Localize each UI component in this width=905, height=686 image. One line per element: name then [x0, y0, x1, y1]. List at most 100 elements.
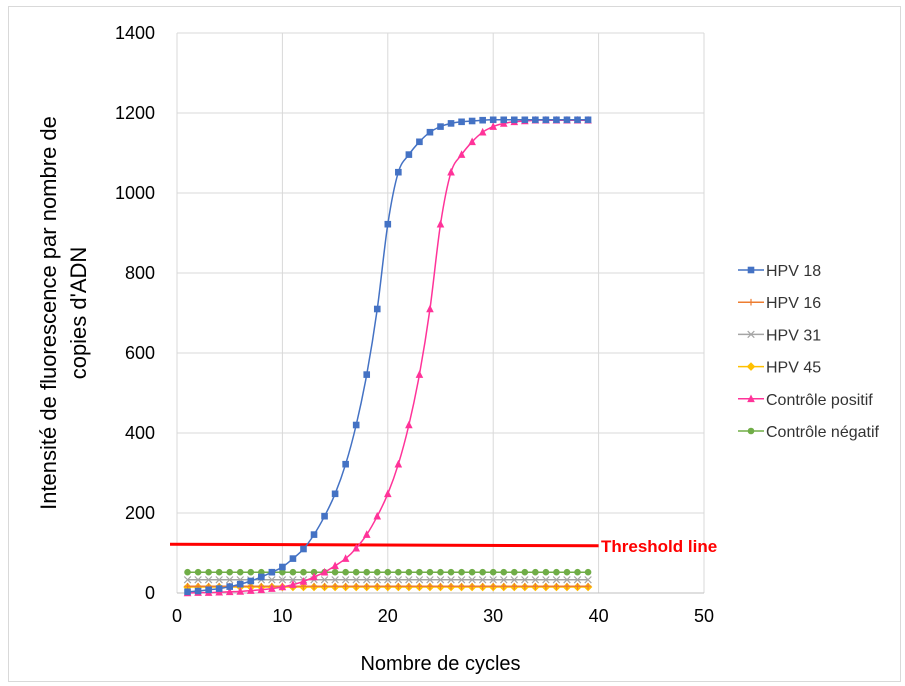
data-point [416, 582, 423, 590]
data-point [352, 543, 360, 552]
data-point [310, 568, 318, 576]
data-point [584, 568, 592, 576]
data-point [584, 116, 592, 124]
data-point [457, 576, 466, 584]
data-point [215, 576, 223, 584]
data-point [236, 580, 244, 588]
data-point [395, 582, 402, 590]
data-point [415, 576, 424, 584]
series-hpv-18 [184, 116, 592, 596]
data-point [247, 577, 255, 585]
data-point [416, 138, 423, 146]
data-point [352, 421, 360, 429]
data-point [278, 576, 287, 584]
data-point [447, 120, 455, 127]
chart-frame [8, 6, 901, 682]
legend: HPV 18 HPV 16 HPV 31 HPV 45 Contrôle positif… [738, 263, 880, 441]
data-point [331, 561, 339, 570]
data-point [521, 116, 529, 124]
data-point [278, 582, 287, 591]
data-point [500, 582, 508, 590]
data-point [310, 582, 318, 590]
data-point [225, 576, 234, 584]
data-point [395, 168, 402, 176]
x-tick-label: 50 [694, 606, 714, 626]
data-point [331, 490, 339, 498]
data-point [405, 420, 413, 429]
data-point [457, 150, 466, 158]
data-point [542, 576, 550, 584]
data-point [479, 568, 486, 576]
y-tick-label: 400 [125, 423, 155, 443]
legend-label: HPV 16 [766, 295, 821, 312]
tick-labels: 0 200 400 600 800 1000 1200 1400 0 10 20 30 40 50 [115, 23, 714, 626]
data-point [521, 576, 529, 584]
data-point [331, 568, 339, 576]
data-point [194, 576, 202, 584]
data-point [258, 573, 265, 581]
data-point [500, 568, 508, 576]
data-point [236, 568, 244, 576]
legend-marker [747, 298, 755, 306]
data-point [373, 305, 381, 313]
threshold-label: Threshold line [601, 537, 717, 556]
data-point [247, 568, 255, 576]
data-point [341, 554, 350, 562]
data-point [532, 568, 539, 576]
data-point [373, 511, 382, 520]
data-point [279, 563, 286, 571]
x-axis-label: Nombre de cycles [360, 653, 520, 675]
data-point [584, 576, 592, 584]
data-point [362, 530, 371, 538]
data-point [447, 576, 455, 584]
legend-item: HPV 45 [738, 360, 821, 377]
x-tick-label: 40 [589, 606, 609, 626]
data-point [363, 568, 371, 576]
threshold-layer: Threshold line [169, 537, 717, 556]
data-point [205, 568, 212, 576]
data-point [489, 116, 497, 124]
data-point [510, 576, 519, 584]
data-point [268, 584, 276, 592]
data-point [226, 568, 233, 576]
legend-marker [747, 394, 755, 403]
grid-lines [176, 32, 705, 594]
data-point [552, 576, 561, 584]
data-point [447, 582, 455, 590]
legend-label: Contrôle positif [766, 392, 873, 409]
data-point [331, 576, 339, 584]
legend-label: HPV 18 [766, 263, 821, 280]
y-tick-label: 1400 [115, 23, 155, 43]
data-point [300, 545, 307, 553]
data-point [426, 128, 434, 136]
data-point [300, 568, 307, 576]
data-point [510, 568, 518, 576]
data-point [563, 576, 571, 584]
data-point [321, 582, 328, 590]
data-point [415, 370, 424, 378]
data-point [510, 582, 518, 590]
data-point [489, 568, 497, 576]
data-point [416, 568, 423, 576]
data-point [194, 587, 202, 595]
data-point [436, 576, 445, 584]
data-point [553, 568, 560, 576]
y-axis-label: Intensité de fluorescence par nombre de … [36, 116, 91, 510]
data-point [215, 585, 223, 592]
data-point [405, 151, 413, 158]
data-point [204, 576, 213, 584]
data-point [384, 220, 392, 228]
data-point [542, 568, 550, 576]
data-point [468, 117, 476, 125]
data-point [352, 576, 360, 584]
data-point [437, 123, 444, 130]
data-point [437, 582, 444, 590]
data-point [500, 116, 508, 124]
legend-item: Contrôle négatif [738, 424, 880, 441]
legend-marker [747, 330, 755, 339]
data-point [574, 568, 581, 576]
data-point [352, 568, 360, 576]
x-tick-label: 10 [272, 606, 292, 626]
y-tick-label: 0 [145, 583, 155, 603]
data-point [479, 116, 486, 124]
